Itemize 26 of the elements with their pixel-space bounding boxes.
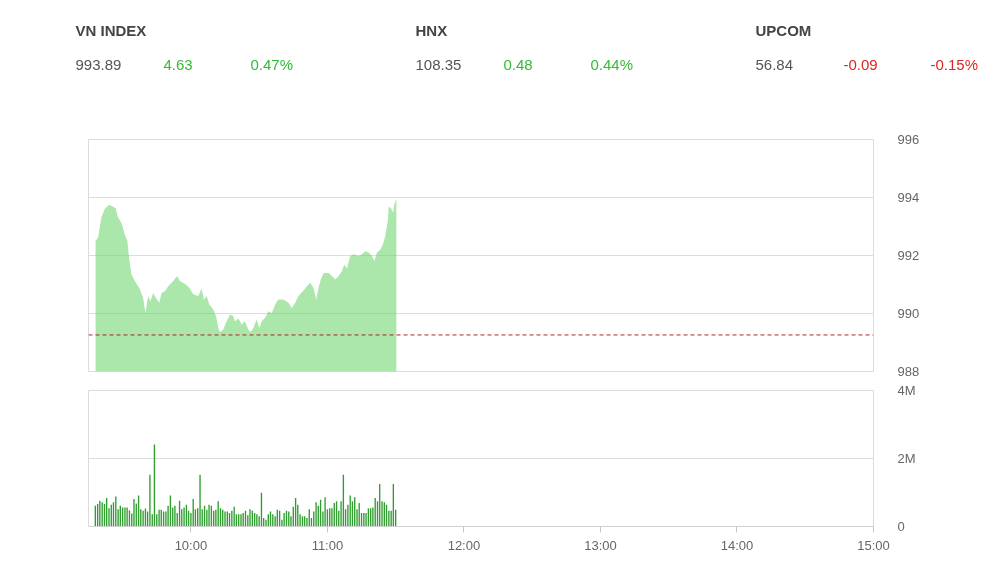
y-tick-label: 992 (897, 248, 920, 263)
text: 993.89 (75, 55, 122, 73)
x-tick-label: 15:00 (857, 537, 890, 553)
y-tick-label: 988 (897, 364, 920, 379)
text: VN INDEX (75, 22, 147, 39)
y-tick-label: 0 (897, 519, 905, 534)
x-tick-label: 14:00 (720, 537, 754, 553)
y-tick-label: 2M (897, 451, 916, 466)
text: UPCOM (755, 22, 812, 39)
text: 0.48 (503, 55, 533, 73)
text: 56.84 (755, 55, 794, 73)
text: 108.35 (415, 55, 462, 73)
y-tick-label: 4M (897, 383, 916, 398)
x-tick-label: 10:00 (174, 537, 208, 553)
text: -0.15% (930, 56, 979, 73)
y-tick-label: 990 (897, 306, 920, 321)
text: 4.63 (163, 55, 193, 73)
x-tick-label: 12:00 (447, 537, 481, 553)
x-tick-label: 11:00 (311, 537, 344, 553)
y-tick-label: 996 (897, 132, 920, 147)
text: 0.47% (250, 56, 294, 73)
y-tick-label: 994 (897, 190, 920, 205)
text: -0.09 (843, 55, 878, 73)
text: 0.44% (590, 56, 634, 73)
x-tick-label: 13:00 (584, 537, 617, 553)
text: HNX (415, 22, 448, 39)
